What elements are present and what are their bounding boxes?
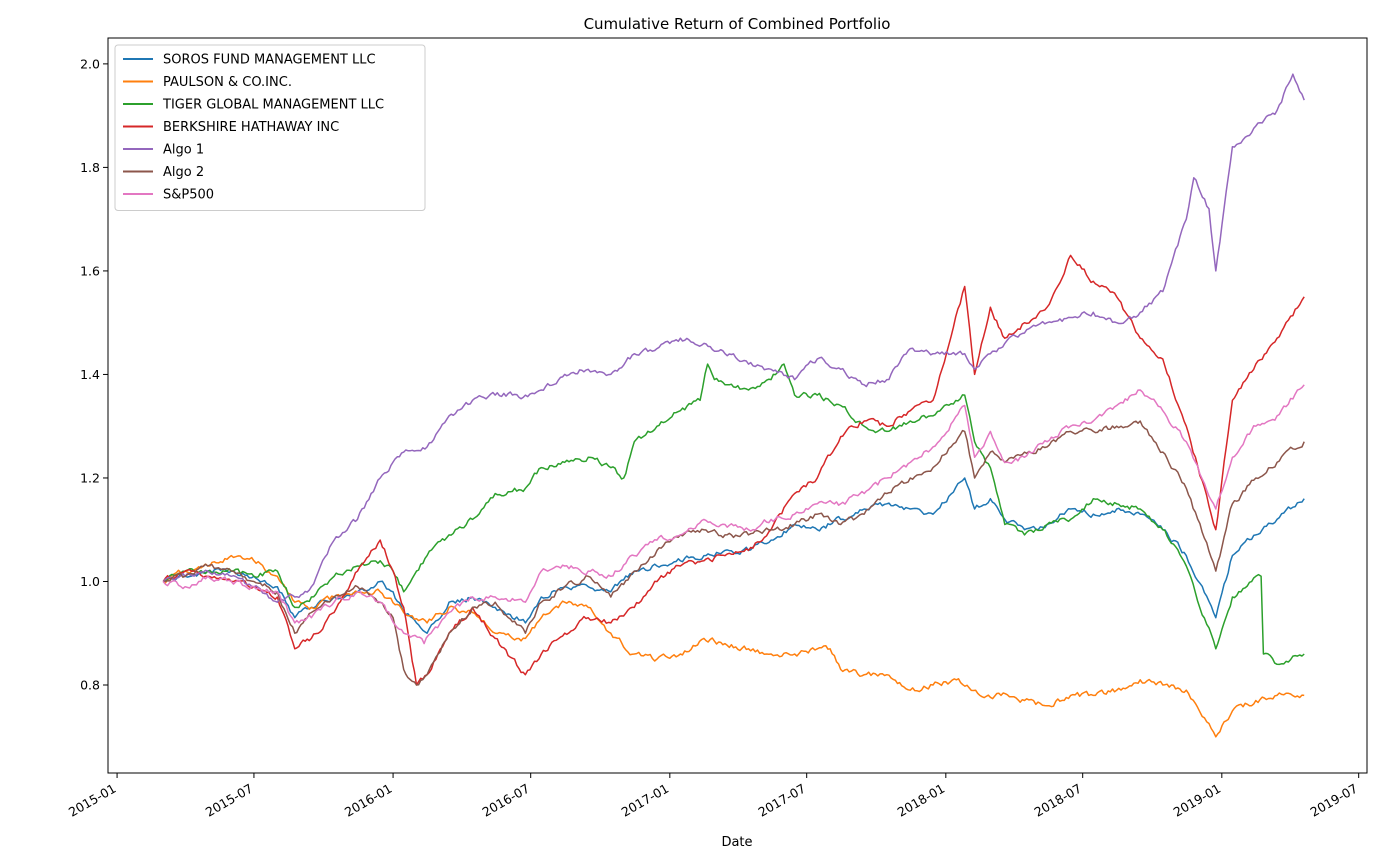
legend-label: Algo 2	[163, 165, 204, 180]
legend-label: Algo 1	[163, 143, 204, 158]
legend-label: TIGER GLOBAL MANAGEMENT LLC	[162, 98, 384, 113]
series-layer	[162, 73, 1305, 738]
x-tick-label: 2017-01	[619, 781, 672, 820]
x-axis: 2015-01 2015-07 2016-01 2016-07 2017-01 2017-…	[66, 773, 1360, 820]
y-tick-label: 1.2	[80, 470, 100, 485]
series-line-algo-2	[163, 420, 1305, 686]
series-line-tiger-global-management-llc	[163, 363, 1305, 666]
x-tick-label: 2019-07	[1307, 781, 1360, 820]
x-tick-label: 2015-01	[66, 781, 119, 820]
legend-label: S&P500	[163, 188, 214, 203]
y-tick-label: 2.0	[80, 56, 100, 71]
series-line-berkshire-hathaway-inc	[162, 254, 1305, 686]
legend: SOROS FUND MANAGEMENT LLC PAULSON & CO.IN…	[114, 44, 426, 211]
series-line-s-p500	[162, 384, 1305, 645]
x-tick-label: 2016-07	[479, 781, 532, 820]
legend-label: SOROS FUND MANAGEMENT LLC	[163, 53, 376, 68]
series-line-soros-fund-management-llc	[163, 477, 1305, 634]
y-tick-label: 1.4	[80, 367, 100, 382]
y-tick-label: 1.8	[80, 160, 100, 175]
plot-frame	[107, 37, 1368, 774]
y-axis: 0.8 1.0 1.2 1.4 1.6 1.8 2.0	[80, 56, 108, 693]
legend-label: PAULSON & CO.INC.	[163, 75, 292, 90]
y-tick-label: 1.0	[80, 574, 100, 589]
legend-box	[114, 44, 426, 211]
series-line-paulson-co-inc	[162, 554, 1305, 738]
x-tick-label: 2018-07	[1031, 781, 1084, 820]
series-line-algo-1	[162, 73, 1305, 603]
x-axis-label: Date	[721, 835, 752, 850]
x-tick-label: 2018-01	[895, 781, 948, 820]
y-tick-label: 1.6	[80, 263, 100, 278]
chart-title: Cumulative Return of Combined Portfolio	[584, 15, 891, 33]
x-tick-label: 2016-01	[342, 781, 395, 820]
x-tick-label: 2017-07	[755, 781, 808, 820]
legend-label: BERKSHIRE HATHAWAY INC	[163, 120, 339, 135]
x-tick-label: 2019-01	[1171, 781, 1224, 820]
y-tick-label: 0.8	[80, 678, 100, 693]
x-tick-label: 2015-07	[203, 781, 256, 820]
